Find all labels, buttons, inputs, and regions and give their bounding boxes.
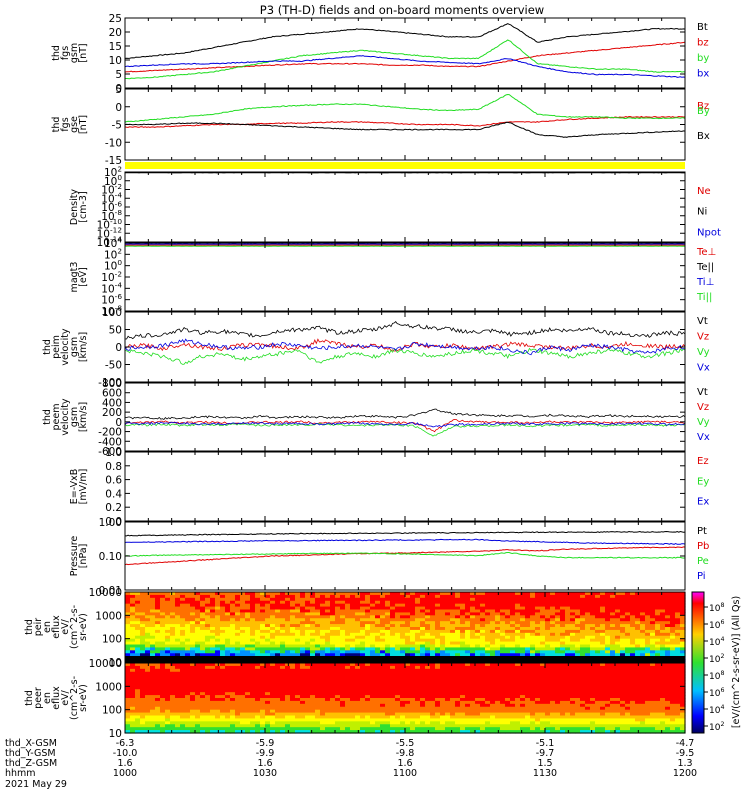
y-tick-label: 5 <box>115 84 122 96</box>
series-line-Vy <box>125 423 685 436</box>
legend-Ex: Ex <box>697 497 709 508</box>
series-line-bx <box>125 56 685 78</box>
y-axis-label: [km/s] <box>78 332 89 362</box>
series-line-Bz <box>125 117 685 128</box>
legend-Vy: Vy <box>697 417 710 428</box>
legend-Ti||: Ti|| <box>696 292 712 303</box>
legend-By: By <box>697 106 710 117</box>
legend-Te⊥: Te⊥ <box>696 247 716 258</box>
series-line-Vz <box>125 339 685 351</box>
panel-4: 10410210010-210-410-610-8magt3[eV]Te⊥Te|… <box>69 235 716 318</box>
legend-Npot: Npot <box>697 227 721 238</box>
chart-title: P3 (TH-D) fields and on-board moments ov… <box>260 3 544 17</box>
y-axis-label: sr-eV) <box>78 613 89 641</box>
legend-by: by <box>697 53 709 64</box>
panel-3: 10210010-210-410-610-810-1010-1210-14Den… <box>69 164 721 249</box>
series-line-Vt <box>125 409 685 420</box>
series-line-Pb <box>125 547 685 565</box>
legend-Ne: Ne <box>697 186 711 197</box>
series-line-Pi <box>125 539 685 544</box>
series-line-Bt <box>125 24 685 59</box>
y-tick-label: 10000 <box>89 587 122 599</box>
y-tick-label: 5 <box>115 69 122 81</box>
y-tick-label: 0 <box>115 342 122 354</box>
y-tick-label: 100 <box>102 634 122 646</box>
panel-frame <box>125 452 685 521</box>
y-axis-label: [km/s] <box>78 402 89 432</box>
series-line-Bx <box>125 122 685 137</box>
legend-Ez: Ez <box>697 456 709 467</box>
y-tick-label: 100 <box>102 307 122 319</box>
legend-Pe: Pe <box>697 556 709 567</box>
legend-Pt: Pt <box>697 526 707 537</box>
legend-Vx: Vx <box>697 432 710 443</box>
y-tick-label: 1.00 <box>99 517 122 529</box>
legend-Vt: Vt <box>697 387 708 398</box>
y-tick-label: 1000 <box>95 610 122 622</box>
panel-10: 10000100010010thdpeerenefluxeV/(cm^2-s-s… <box>24 658 686 740</box>
y-tick-label: 0.8 <box>105 461 122 473</box>
legend-Vy: Vy <box>697 347 710 358</box>
panel-frame <box>125 243 685 311</box>
legend-Pb: Pb <box>697 541 709 552</box>
legend-Bx: Bx <box>697 131 710 142</box>
legend-Te||: Te|| <box>696 262 714 273</box>
y-tick-label: 15 <box>109 41 122 53</box>
y-tick-label: 50 <box>109 325 122 337</box>
legend-Pi: Pi <box>697 571 706 582</box>
legend-Vz: Vz <box>697 332 709 343</box>
legend-bz: bz <box>697 38 709 49</box>
series-line-Vt <box>125 322 685 339</box>
y-tick-label: 0.6 <box>105 475 122 487</box>
panel-5: 100500-50-100thdpeimvelocitygsm[km/s]VtV… <box>42 307 710 389</box>
y-axis-label: [nT] <box>78 43 89 62</box>
y-axis-label: [mV/m] <box>78 469 89 505</box>
y-tick-label: 0.4 <box>105 488 122 500</box>
y-axis-label: [nT] <box>78 115 89 134</box>
legend-Vt: Vt <box>697 316 708 327</box>
y-tick-label: 0 <box>115 102 122 114</box>
y-axis-label: [cm-3] <box>78 191 89 222</box>
legend-Vx: Vx <box>697 363 710 374</box>
legend-Ni: Ni <box>697 207 707 218</box>
y-tick-label: 25 <box>109 13 122 25</box>
series-line-Vy <box>125 349 685 365</box>
panel-9: 10000100010010thdpeirenefluxeV/(cm^2-s-s… <box>24 587 686 669</box>
y-tick-label: 10 <box>109 55 122 67</box>
y-axis-label: [eV] <box>78 267 89 287</box>
legend-Vz: Vz <box>697 402 709 413</box>
yellow-status-bar <box>125 162 685 169</box>
panel-frame <box>125 18 685 88</box>
legend-Bt: Bt <box>697 22 708 33</box>
legend-bx: bx <box>697 69 709 80</box>
legend-Ey: Ey <box>697 476 709 487</box>
y-tick-label: -50 <box>105 360 122 372</box>
y-tick-label: -5 <box>112 120 122 132</box>
y-tick-label: 0.2 <box>105 502 122 514</box>
legend-Ti⊥: Ti⊥ <box>696 277 714 288</box>
series-line-bz <box>125 42 685 72</box>
y-tick-label: 20 <box>109 27 122 39</box>
series-line-Pe <box>125 553 685 559</box>
series-line-Pt <box>125 532 685 536</box>
y-axis-label: [nPa] <box>78 544 89 569</box>
panel-6: 8006004002000-200-400-600thdpeemvelocity… <box>42 378 710 458</box>
y-tick-label: -10 <box>105 137 122 149</box>
y-tick-label: 0.10 <box>99 551 122 563</box>
y-tick-label: 1.0 <box>105 447 122 459</box>
panel-frame <box>125 172 685 242</box>
